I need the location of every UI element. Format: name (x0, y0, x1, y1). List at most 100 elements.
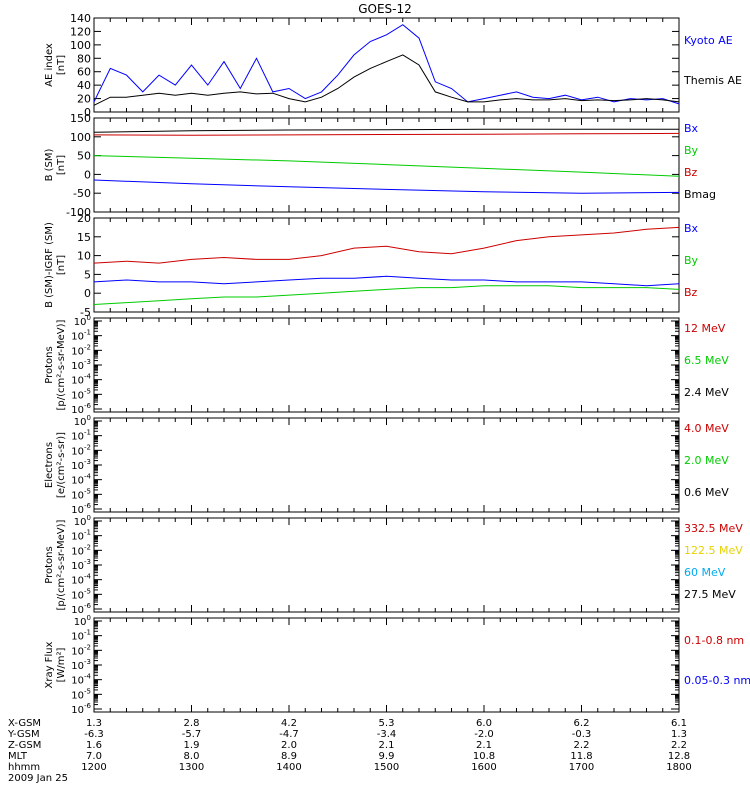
legend-entry-6-5-mev: 6.5 MeV (684, 354, 729, 367)
y-tick-label: 140 (70, 12, 91, 25)
legend-entry-0-6-mev: 0.6 MeV (684, 486, 729, 499)
legend-entry-themis-ae: Themis AE (683, 74, 742, 87)
y-tick-label: 0 (84, 106, 91, 119)
ephemeris-value: 10.8 (473, 751, 495, 762)
ephemeris-value: 1200 (81, 762, 106, 773)
y-tick-label: 10-4 (71, 473, 91, 487)
y-tick-label: 10-6 (71, 702, 91, 716)
series-line-bz (93, 226, 680, 264)
y-tick-label: 10-5 (71, 487, 91, 501)
ephemeris-value: 4.2 (281, 718, 297, 729)
y-tick-label: 10-2 (71, 443, 91, 457)
ephemeris-value: 8.9 (281, 751, 297, 762)
y-axis-label: [W/m²] (56, 647, 67, 682)
panel-frame (93, 517, 680, 613)
legend-entry-27-5-mev: 27.5 MeV (684, 588, 736, 601)
y-axis-label: [nT] (56, 55, 67, 75)
legend-entry-4-0-mev: 4.0 MeV (684, 422, 729, 435)
panel-frame (93, 617, 680, 713)
series-line-bmag (93, 128, 679, 133)
panel-frame (93, 317, 680, 413)
y-tick-label: 10-4 (71, 673, 91, 687)
legend-entry-bx: Bx (684, 122, 699, 135)
legend-entry-by: By (684, 144, 699, 157)
legend-entry-2-4-mev: 2.4 MeV (684, 386, 729, 399)
ephemeris-value: 2.2 (671, 740, 687, 751)
legend-entry-by: By (684, 254, 699, 267)
chart-panel-2: -100 -50 0 50 100 150 B (SM) [nT] Bx By Bz Bmag (44, 112, 716, 219)
y-tick-label: 10-5 (71, 587, 91, 601)
y-axis-label: [nT] (56, 255, 67, 275)
series-line-bx (93, 179, 680, 194)
y-axis-label: AE index (44, 43, 55, 87)
y-tick-label: 10-3 (71, 458, 91, 472)
ephemeris-value: 6.1 (671, 718, 687, 729)
y-tick-label: 10-3 (71, 558, 91, 572)
y-tick-label: 10-2 (71, 643, 91, 657)
y-tick-label: 20 (77, 212, 91, 225)
ephemeris-value: 2.2 (574, 740, 590, 751)
y-axis-label: [p/(cm²-s-sr-MeV)] (56, 319, 67, 410)
ephemeris-value: 2.1 (476, 740, 492, 751)
ephemeris-date: 2009 Jan 25 (8, 773, 68, 784)
legend-entry-332-5-mev: 332.5 MeV (684, 522, 743, 535)
ephemeris-value: -3.4 (377, 729, 397, 740)
legend-entry-12-mev: 12 MeV (684, 322, 726, 335)
ephemeris-value: 1.3 (671, 729, 687, 740)
legend-entry-bz: Bz (684, 166, 698, 179)
y-tick-label: 10-3 (71, 358, 91, 372)
y-tick-label: 20 (77, 93, 91, 106)
y-tick-label: 80 (77, 52, 91, 65)
y-axis-label: [p/(cm²-s-sr-MeV)] (56, 519, 67, 610)
ephemeris-value: 1500 (374, 762, 399, 773)
y-tick-label: 60 (77, 66, 91, 79)
y-axis-label: Electrons (44, 442, 55, 488)
y-tick-label: 10-1 (71, 429, 91, 443)
ephemeris-value: 1.3 (86, 718, 102, 729)
ephemeris-value: 1.9 (184, 740, 200, 751)
ephemeris-value: 11.8 (570, 751, 592, 762)
y-tick-label: 10-1 (71, 529, 91, 543)
y-tick-label: -50 (73, 187, 91, 200)
y-tick-label: 100 (74, 314, 91, 328)
ephemeris-value: -4.7 (279, 729, 299, 740)
y-tick-label: 10-1 (71, 629, 91, 643)
ephemeris-table: X-GSM 1.3 2.8 4.2 5.3 6.0 6.2 6.1 Y-GSM -6.3 -5.7 -… (7, 718, 692, 784)
y-tick-label: 40 (77, 79, 91, 92)
y-tick-label: 100 (74, 414, 91, 428)
ephemeris-label: X-GSM (8, 718, 41, 729)
ephemeris-value: 1300 (179, 762, 204, 773)
y-tick-label: -100 (66, 206, 91, 219)
ephemeris-value: 1800 (666, 762, 691, 773)
y-tick-label: 10-4 (71, 573, 91, 587)
y-tick-label: 10-5 (71, 387, 91, 401)
ephemeris-value: -5.7 (182, 729, 202, 740)
legend-entry-0-05-0-3-nm: 0.05-0.3 nm (684, 674, 750, 687)
ephemeris-value: 6.2 (574, 718, 590, 729)
y-tick-label: 10-1 (71, 329, 91, 343)
legend-entry-bz: Bz (684, 286, 698, 299)
legend-entry-60-mev: 60 MeV (684, 566, 726, 579)
y-tick-label: 100 (74, 614, 91, 628)
ephemeris-label: hhmm (8, 762, 40, 773)
chart-panel-3: -5 0 5 10 15 20 B (SM)-IGRF (SM) [nT] Bx By Bz (44, 212, 699, 319)
plot-title: GOES-12 (358, 2, 412, 16)
ephemeris-value: 2.1 (379, 740, 395, 751)
y-tick-label: 150 (70, 112, 91, 125)
legend-entry-bmag: Bmag (684, 188, 716, 201)
y-axis-label: Xray Flux (44, 641, 55, 688)
ephemeris-value: -0.3 (572, 729, 592, 740)
series-line-by (93, 155, 680, 177)
legend-entry-122-5-mev: 122.5 MeV (684, 544, 743, 557)
ephemeris-value: 6.0 (476, 718, 492, 729)
y-axis-label: Protons (44, 546, 55, 583)
y-tick-label: 15 (77, 231, 91, 244)
y-tick-label: 100 (70, 39, 91, 52)
ephemeris-value: -2.0 (474, 729, 494, 740)
series-line-kyoto-ae (93, 24, 680, 105)
